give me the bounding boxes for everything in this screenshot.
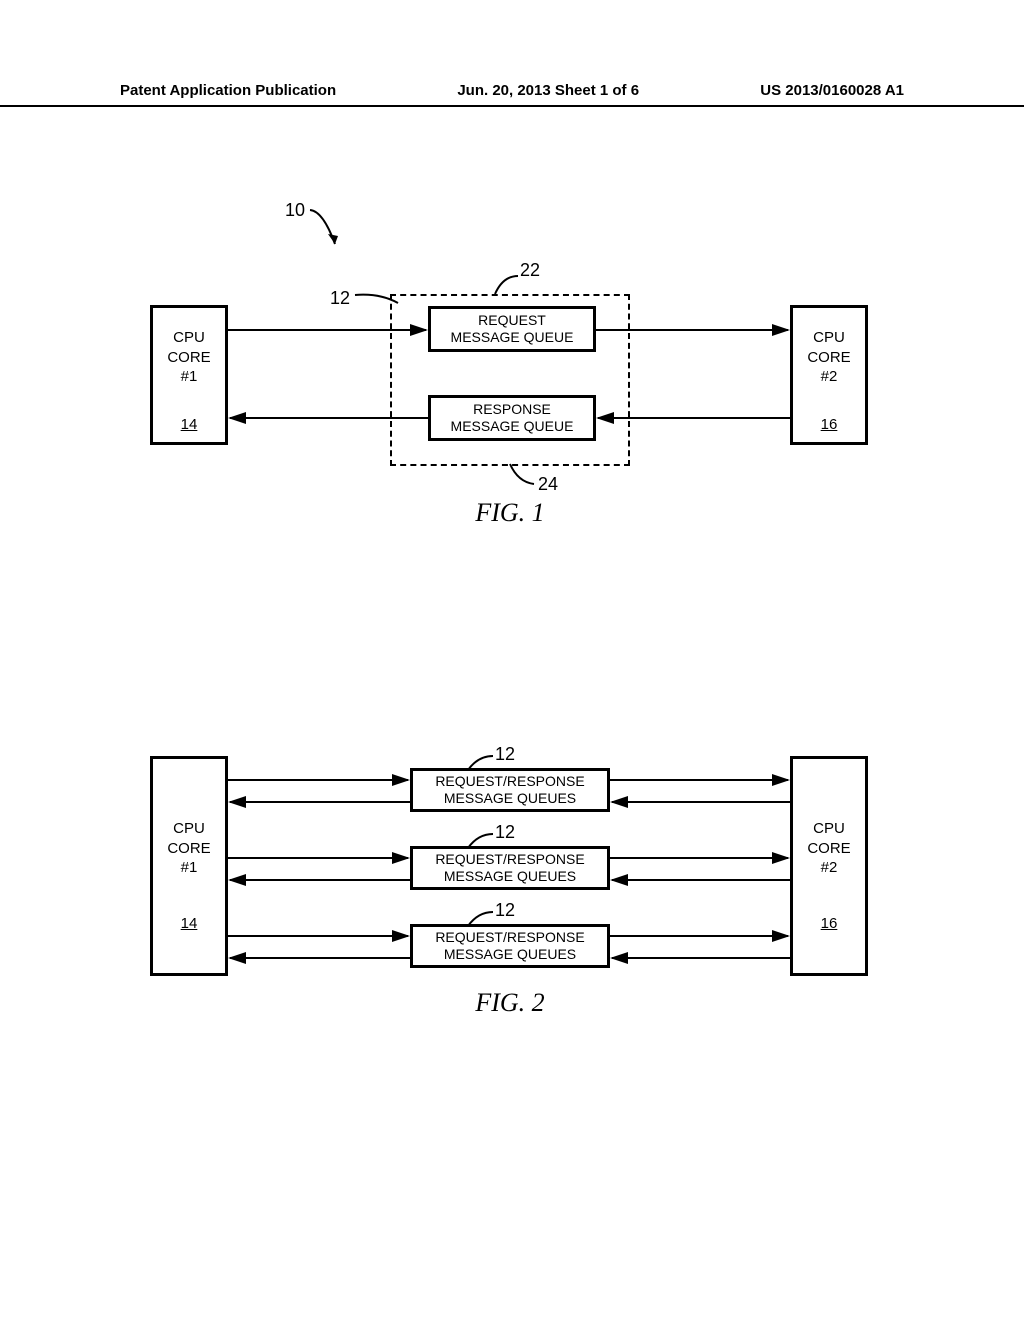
ref-10: 10 xyxy=(285,200,305,221)
figure-1: 10 22 12 CPU CORE #1 14 CPU CORE #2 16 xyxy=(150,200,870,540)
ref-24-leader xyxy=(500,462,540,490)
header-center: Jun. 20, 2013 Sheet 1 of 6 xyxy=(457,82,639,99)
page: Patent Application Publication Jun. 20, … xyxy=(0,0,1024,1320)
fig2-caption: FIG. 2 xyxy=(460,988,560,1018)
ref-10-arrow xyxy=(305,206,355,256)
fig1-caption: FIG. 1 xyxy=(460,498,560,528)
fig1-arrows xyxy=(150,305,870,465)
figure-2: CPU CORE #1 14 CPU CORE #2 16 REQUEST/RE… xyxy=(150,720,870,1080)
page-header: Patent Application Publication Jun. 20, … xyxy=(0,82,1024,107)
header-left: Patent Application Publication xyxy=(120,82,336,99)
ref-24: 24 xyxy=(538,474,558,495)
header-right: US 2013/0160028 A1 xyxy=(760,82,904,99)
fig2-arrows xyxy=(150,756,870,986)
